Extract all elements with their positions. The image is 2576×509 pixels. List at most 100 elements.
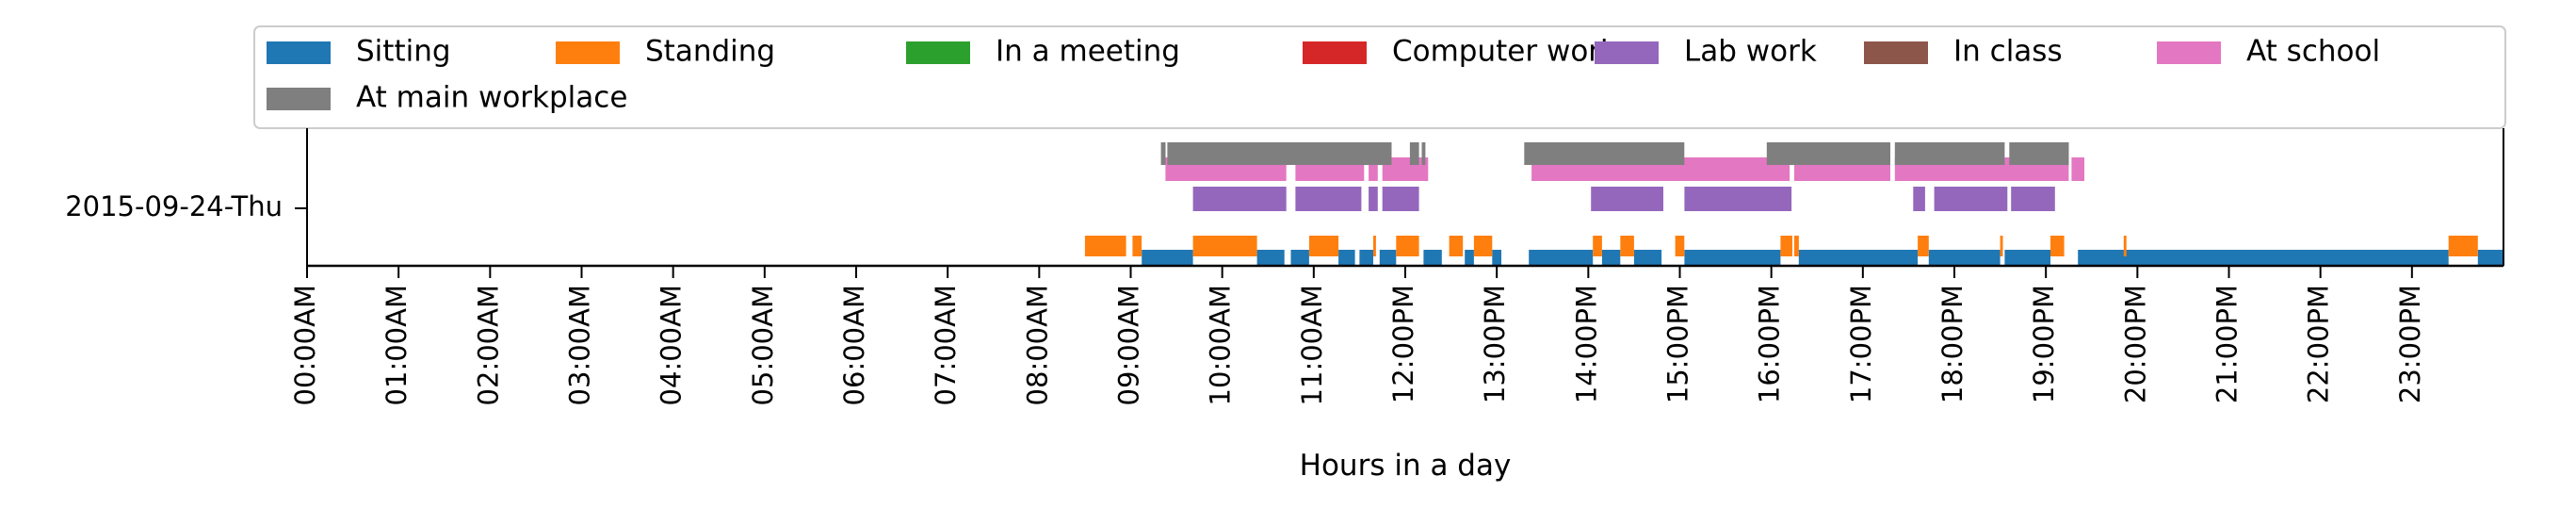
x-tick-label: 17:00PM bbox=[1845, 285, 1877, 403]
bar-standing bbox=[1473, 236, 1493, 256]
bar-standing bbox=[1593, 236, 1602, 256]
legend: Sitting Standing In a meeting Computer work… bbox=[253, 25, 2506, 129]
x-tick-label: 01:00AM bbox=[381, 285, 413, 405]
bar-lab-work bbox=[1913, 187, 1925, 211]
bar-standing bbox=[1396, 236, 1419, 256]
legend-label: Computer work bbox=[1392, 35, 1617, 69]
x-axis-title: Hours in a day bbox=[1300, 449, 1512, 483]
bar-lab-work bbox=[1295, 187, 1362, 211]
bar-at-school bbox=[2071, 157, 2084, 181]
bar-at-main-workplace bbox=[1766, 142, 1890, 165]
bar-sitting bbox=[1359, 250, 1373, 267]
bar-standing bbox=[1084, 236, 1126, 256]
bar-at-main-workplace bbox=[1524, 142, 1685, 165]
legend-label: Sitting bbox=[356, 35, 451, 69]
bar-lab-work bbox=[2011, 187, 2055, 211]
x-tick-label: 13:00PM bbox=[1479, 285, 1511, 403]
bar-sitting bbox=[1142, 250, 1193, 267]
x-tick-label: 04:00AM bbox=[656, 285, 688, 405]
legend-swatch bbox=[556, 41, 620, 64]
y-axis-ticks: 2015-09-24-Thu bbox=[65, 190, 307, 222]
x-tick-label: 21:00PM bbox=[2211, 285, 2244, 403]
x-tick-label: 12:00PM bbox=[1387, 285, 1419, 403]
bar-standing bbox=[1780, 236, 1792, 256]
x-tick-label: 22:00PM bbox=[2303, 285, 2335, 403]
x-tick-label: 10:00AM bbox=[1205, 285, 1237, 405]
plot-area: 00:00AM 01:00AM 02:00AM 03:00AM 04:00AM 05:00… bbox=[65, 128, 2504, 405]
legend-item-lab-work: Lab work bbox=[1595, 35, 1817, 69]
x-tick-label: 16:00PM bbox=[1754, 285, 1786, 403]
legend-label: At school bbox=[2246, 35, 2380, 69]
bar-sitting bbox=[1633, 250, 1662, 267]
bar-sitting bbox=[2477, 250, 2503, 267]
x-tick-label: 07:00AM bbox=[930, 285, 962, 405]
x-tick-label: 09:00AM bbox=[1113, 285, 1145, 405]
x-tick-label: 20:00PM bbox=[2119, 285, 2151, 403]
x-tick-label: 06:00AM bbox=[838, 285, 870, 405]
bar-standing bbox=[1132, 236, 1142, 256]
bar-sitting bbox=[1684, 250, 1781, 267]
legend-item-at-main-workplace: At main workplace bbox=[267, 81, 627, 115]
bar-sitting bbox=[1798, 250, 1919, 267]
bar-at-main-workplace bbox=[1160, 142, 1166, 165]
bar-sitting bbox=[2004, 250, 2050, 267]
x-tick-label: 15:00PM bbox=[1662, 285, 1694, 403]
bar-standing bbox=[1794, 236, 1799, 256]
bar-standing bbox=[1309, 236, 1339, 256]
x-tick-label: 11:00AM bbox=[1296, 285, 1328, 405]
bar-sitting bbox=[2078, 250, 2449, 267]
bar-sitting bbox=[1256, 250, 1285, 267]
bar-standing bbox=[2123, 236, 2127, 256]
x-tick-label: 19:00PM bbox=[2028, 285, 2060, 403]
x-tick-label: 23:00PM bbox=[2394, 285, 2426, 403]
legend-label: At main workplace bbox=[356, 81, 627, 115]
legend-swatch bbox=[267, 88, 331, 110]
legend-swatch bbox=[1864, 41, 1928, 64]
bar-sitting bbox=[1529, 250, 1594, 267]
bar-lab-work bbox=[1684, 187, 1792, 211]
bar-standing bbox=[2448, 236, 2478, 256]
bar-sitting bbox=[1601, 250, 1621, 267]
bar-standing bbox=[1373, 236, 1376, 256]
bar-at-school bbox=[1369, 157, 1378, 181]
bar-at-main-workplace bbox=[1894, 142, 2005, 165]
x-tick-label: 00:00AM bbox=[289, 285, 321, 405]
legend-swatch bbox=[2157, 41, 2221, 64]
legend-frame bbox=[253, 25, 2506, 129]
legend-item-sitting: Sitting bbox=[267, 35, 451, 69]
bar-standing bbox=[1449, 236, 1464, 256]
bar-sitting bbox=[1465, 250, 1474, 267]
x-tick-label: 02:00AM bbox=[472, 285, 504, 405]
legend-item-in-a-meeting: In a meeting bbox=[906, 35, 1180, 69]
x-tick-label: 05:00AM bbox=[747, 285, 779, 405]
legend-swatch bbox=[1303, 41, 1367, 64]
x-tick-label: 03:00AM bbox=[564, 285, 596, 405]
bar-at-main-workplace bbox=[2009, 142, 2069, 165]
legend-swatch bbox=[267, 41, 331, 64]
legend-swatch bbox=[906, 41, 970, 64]
legend-label: In class bbox=[1953, 35, 2063, 69]
bar-lab-work bbox=[1934, 187, 2008, 211]
bar-at-main-workplace bbox=[1167, 142, 1392, 165]
legend-label: In a meeting bbox=[996, 35, 1180, 69]
bar-at-main-workplace bbox=[1409, 142, 1419, 165]
legend-item-standing: Standing bbox=[556, 35, 775, 69]
bar-sitting bbox=[1928, 250, 2001, 267]
bar-lab-work bbox=[1591, 187, 1663, 211]
bar-standing bbox=[1192, 236, 1257, 256]
bar-sitting bbox=[1379, 250, 1397, 267]
legend-item-in-class: In class bbox=[1864, 35, 2063, 69]
legend-item-computer-work: Computer work bbox=[1303, 35, 1617, 69]
bar-sitting bbox=[1492, 250, 1501, 267]
legend-item-at-school: At school bbox=[2157, 35, 2380, 69]
bar-standing bbox=[2000, 236, 2003, 256]
x-tick-label: 08:00AM bbox=[1021, 285, 1053, 405]
bar-sitting bbox=[1290, 250, 1309, 267]
bar-lab-work bbox=[1382, 187, 1419, 211]
x-tick-label: 14:00PM bbox=[1570, 285, 1602, 403]
bar-at-main-workplace bbox=[1421, 142, 1426, 165]
y-tick-label: 2015-09-24-Thu bbox=[65, 190, 283, 222]
bar-standing bbox=[1918, 236, 1929, 256]
x-axis-ticks: 00:00AM 01:00AM 02:00AM 03:00AM 04:00AM 05:00… bbox=[289, 266, 2426, 405]
